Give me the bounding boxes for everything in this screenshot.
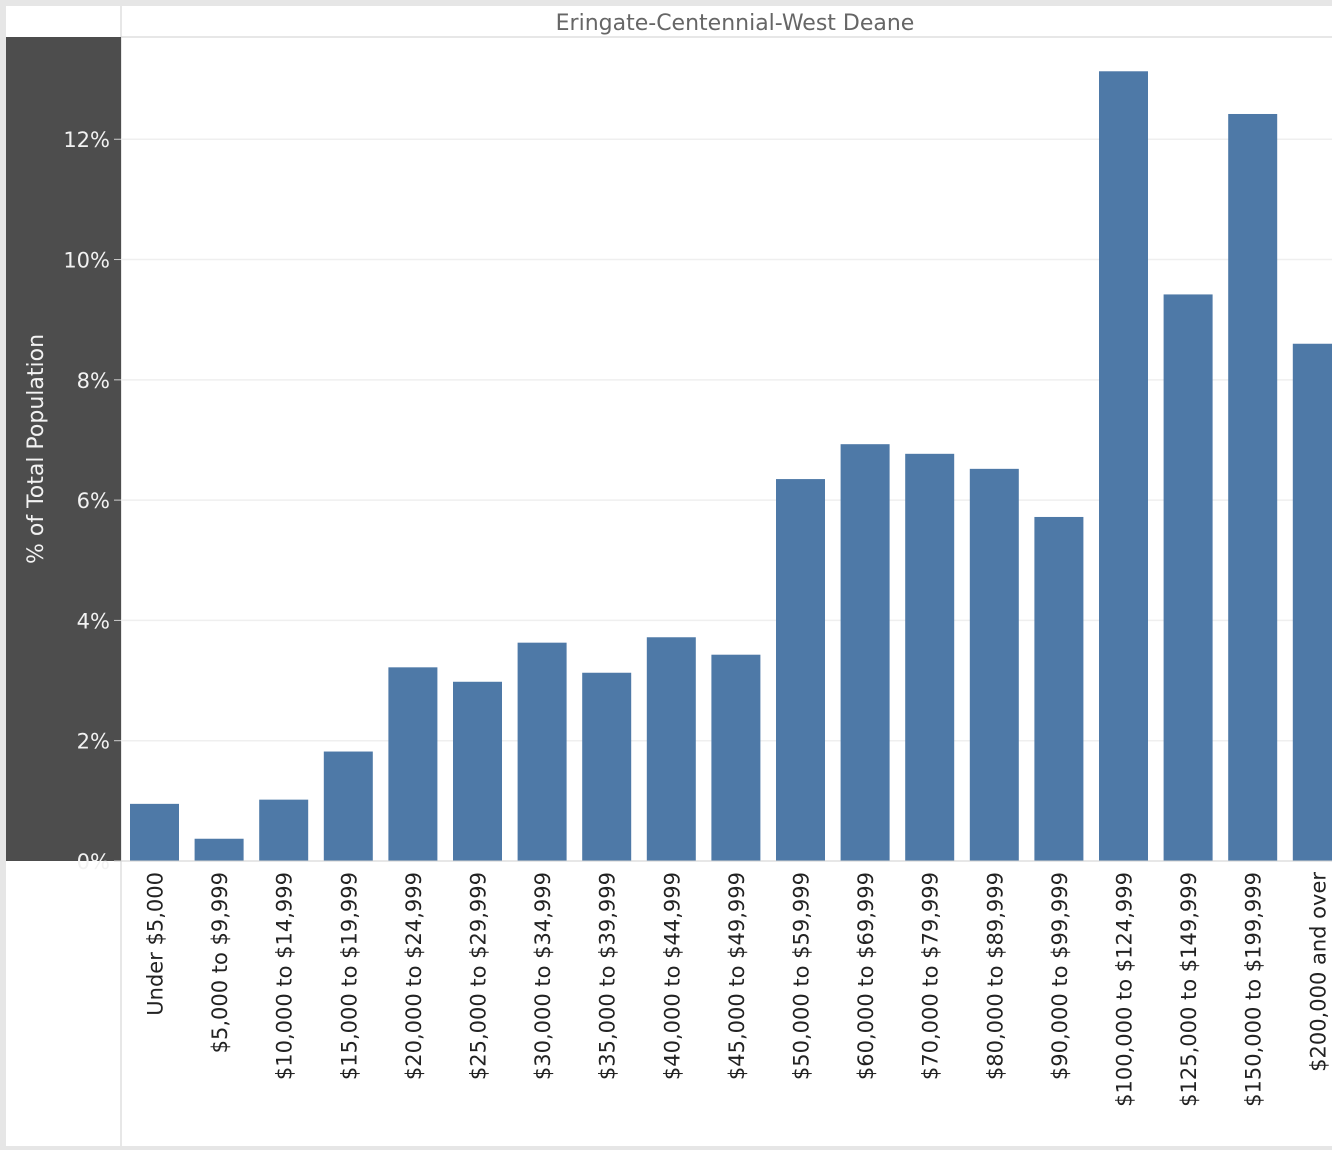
bar [711, 654, 761, 861]
x-tick-label: $100,000 to $124,999 [1113, 872, 1137, 1107]
x-tick-label: $80,000 to $89,999 [983, 872, 1007, 1080]
bars [130, 71, 1332, 862]
bar [646, 637, 696, 861]
bar [1292, 343, 1332, 862]
x-tick-label: $125,000 to $149,999 [1177, 872, 1201, 1107]
y-tick-label: 0% [77, 850, 110, 874]
x-tick-label: $25,000 to $29,999 [467, 872, 491, 1080]
y-axis-panel [6, 37, 121, 861]
bar [517, 642, 567, 861]
x-tick-label: $90,000 to $99,999 [1048, 872, 1072, 1080]
x-tick-label: $70,000 to $79,999 [919, 872, 943, 1080]
y-axis-ticks: 0% 2% 4% 6% 8% 10% 12% [63, 128, 121, 874]
bar [1228, 113, 1278, 861]
x-axis-labels: Under $5,000 $5,000 to $9,999 $10,000 to $… [144, 872, 1331, 1107]
y-axis-title: % of Total Population [24, 334, 49, 564]
bar [259, 799, 309, 861]
x-tick-label: $150,000 to $199,999 [1242, 872, 1266, 1107]
x-tick-label: $10,000 to $14,999 [273, 872, 297, 1080]
y-tick-label: 6% [77, 489, 110, 513]
y-tick-label: 2% [77, 730, 110, 754]
x-tick-label: $35,000 to $39,999 [596, 872, 620, 1080]
x-tick-label: $5,000 to $9,999 [208, 872, 232, 1053]
bar [840, 444, 890, 861]
bar [905, 453, 955, 861]
y-tick-label: 8% [77, 369, 110, 393]
bar [1034, 516, 1084, 861]
y-tick-label: 12% [63, 128, 110, 152]
x-tick-label: $45,000 to $49,999 [725, 872, 749, 1080]
bar [776, 479, 825, 861]
x-tick-label: $30,000 to $34,999 [531, 872, 555, 1080]
x-tick-label: Under $5,000 [144, 872, 168, 1016]
y-tick-label: 4% [77, 609, 110, 633]
bar [130, 803, 179, 861]
y-tick-label: 10% [63, 249, 110, 273]
bar [388, 667, 438, 861]
bar [194, 838, 244, 861]
bar [969, 468, 1019, 861]
bar [582, 672, 632, 861]
x-tick-label: $200,000 and over [1306, 872, 1330, 1072]
bar [1099, 71, 1148, 862]
bar [1163, 294, 1213, 861]
x-tick-label: $20,000 to $24,999 [402, 872, 426, 1080]
bar [453, 681, 502, 861]
x-tick-label: $40,000 to $44,999 [660, 872, 684, 1080]
bar [323, 751, 373, 861]
x-tick-label: $15,000 to $19,999 [337, 872, 361, 1080]
x-tick-label: $50,000 to $59,999 [790, 872, 814, 1080]
chart-title: Eringate-Centennial-West Deane [556, 11, 915, 36]
x-tick-label: $60,000 to $69,999 [854, 872, 878, 1080]
